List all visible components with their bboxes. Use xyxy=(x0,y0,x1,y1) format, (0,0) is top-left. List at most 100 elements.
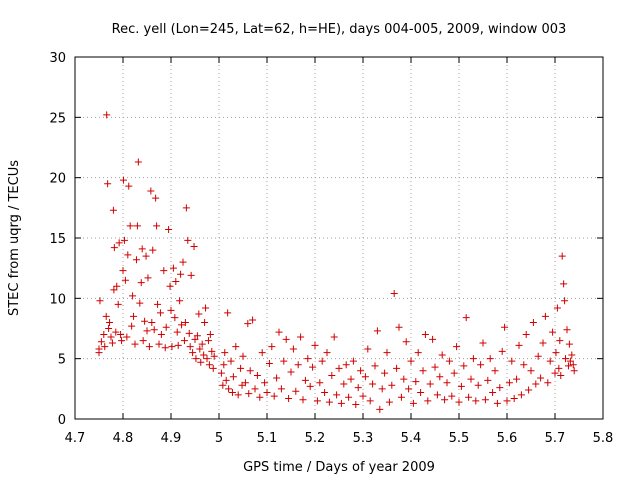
data-point-marker xyxy=(192,355,200,363)
data-point-marker xyxy=(566,357,574,365)
data-point-marker xyxy=(103,111,111,119)
data-point-marker xyxy=(179,258,187,266)
data-point-marker xyxy=(97,338,105,346)
data-point-marker xyxy=(261,379,269,387)
data-point-marker xyxy=(390,290,398,298)
data-point-marker xyxy=(551,369,559,377)
data-point-marker xyxy=(477,361,485,369)
x-tick-label: 4.7 xyxy=(65,431,86,446)
data-point-marker xyxy=(366,397,374,405)
x-tick-label: 4.9 xyxy=(161,431,182,446)
data-point-marker xyxy=(378,385,386,393)
data-point-marker xyxy=(144,274,152,282)
data-point-marker xyxy=(197,358,205,366)
data-point-marker xyxy=(121,276,129,284)
data-point-marker xyxy=(357,367,365,375)
data-point-marker xyxy=(441,396,449,404)
data-point-marker xyxy=(105,325,113,332)
y-axis-ticks: 0 5 10 15 20 25 30 xyxy=(49,51,603,428)
data-point-marker xyxy=(292,387,300,395)
data-point-marker xyxy=(119,176,127,184)
data-point-marker xyxy=(513,375,521,383)
data-point-marker xyxy=(546,357,554,365)
data-point-marker xyxy=(245,390,253,398)
data-point-marker xyxy=(128,322,136,330)
data-point-marker xyxy=(130,312,138,320)
data-point-marker xyxy=(148,318,156,326)
data-point-marker xyxy=(484,376,492,384)
data-point-marker xyxy=(301,376,309,384)
data-point-marker xyxy=(460,362,468,370)
data-point-marker xyxy=(462,314,470,322)
data-point-marker xyxy=(234,391,242,399)
data-point-marker xyxy=(204,337,212,345)
data-point-marker xyxy=(289,345,297,353)
data-point-marker xyxy=(198,340,206,348)
data-point-marker xyxy=(472,397,480,405)
data-point-marker xyxy=(311,341,319,349)
data-point-marker xyxy=(182,204,190,212)
data-point-marker xyxy=(153,222,161,230)
data-point-marker xyxy=(373,327,381,335)
data-point-marker xyxy=(184,236,192,244)
data-point-marker xyxy=(304,355,312,363)
data-point-marker xyxy=(187,271,195,279)
data-point-marker xyxy=(217,369,225,377)
data-point-marker xyxy=(109,206,117,214)
data-point-marker xyxy=(558,252,566,260)
data-point-marker xyxy=(402,338,410,346)
data-point-marker xyxy=(176,297,184,305)
data-point-marker xyxy=(491,367,499,375)
data-point-marker xyxy=(421,331,429,339)
x-axis-ticks: 4.7 4.8 4.9 5 5.1 5.2 5.3 5.4 5.5 5.6 5.7 5.8 xyxy=(65,57,613,446)
data-point-marker xyxy=(539,339,547,347)
x-tick-label: 5.7 xyxy=(545,431,566,446)
data-point-marker xyxy=(436,373,444,381)
data-point-marker xyxy=(537,374,545,382)
data-point-marker xyxy=(251,385,259,393)
data-point-marker xyxy=(193,332,201,340)
data-point-marker xyxy=(239,352,247,360)
data-point-marker xyxy=(520,361,528,369)
data-point-marker xyxy=(527,367,535,375)
data-point-marker xyxy=(118,337,126,345)
data-point-marker xyxy=(115,239,123,247)
data-point-marker xyxy=(429,335,437,343)
data-point-marker xyxy=(299,396,307,404)
data-point-marker xyxy=(359,392,367,400)
data-point-marker xyxy=(306,382,314,390)
data-point-marker xyxy=(431,363,439,371)
x-tick-label: 5.3 xyxy=(353,431,374,446)
data-point-marker xyxy=(131,340,139,348)
data-point-marker xyxy=(110,244,118,252)
data-point-marker xyxy=(565,340,573,348)
data-point-marker xyxy=(137,279,145,287)
data-point-marker xyxy=(203,355,211,363)
data-point-marker xyxy=(221,349,229,357)
data-point-marker xyxy=(106,318,114,326)
data-point-marker xyxy=(405,385,413,393)
data-point-marker xyxy=(371,362,379,370)
data-point-marker xyxy=(232,343,240,351)
data-point-marker xyxy=(220,361,228,369)
data-point-marker xyxy=(493,399,501,407)
data-point-marker xyxy=(388,381,396,389)
data-point-marker xyxy=(400,375,408,383)
data-point-marker xyxy=(325,398,333,406)
data-point-marker xyxy=(496,384,504,392)
data-point-marker xyxy=(541,312,549,320)
data-point-marker xyxy=(169,264,177,272)
data-point-marker xyxy=(345,393,353,401)
data-point-marker xyxy=(335,364,343,372)
data-point-marker xyxy=(107,333,115,341)
data-point-marker xyxy=(186,343,194,351)
data-point-marker xyxy=(237,364,245,372)
data-point-marker xyxy=(139,337,147,345)
data-point-marker xyxy=(568,351,576,359)
data-point-marker xyxy=(173,328,181,336)
data-point-marker xyxy=(202,304,210,312)
y-tick-label: 15 xyxy=(49,232,66,247)
data-point-marker xyxy=(172,277,180,285)
data-point-marker xyxy=(117,331,125,339)
data-point-marker xyxy=(101,343,109,351)
